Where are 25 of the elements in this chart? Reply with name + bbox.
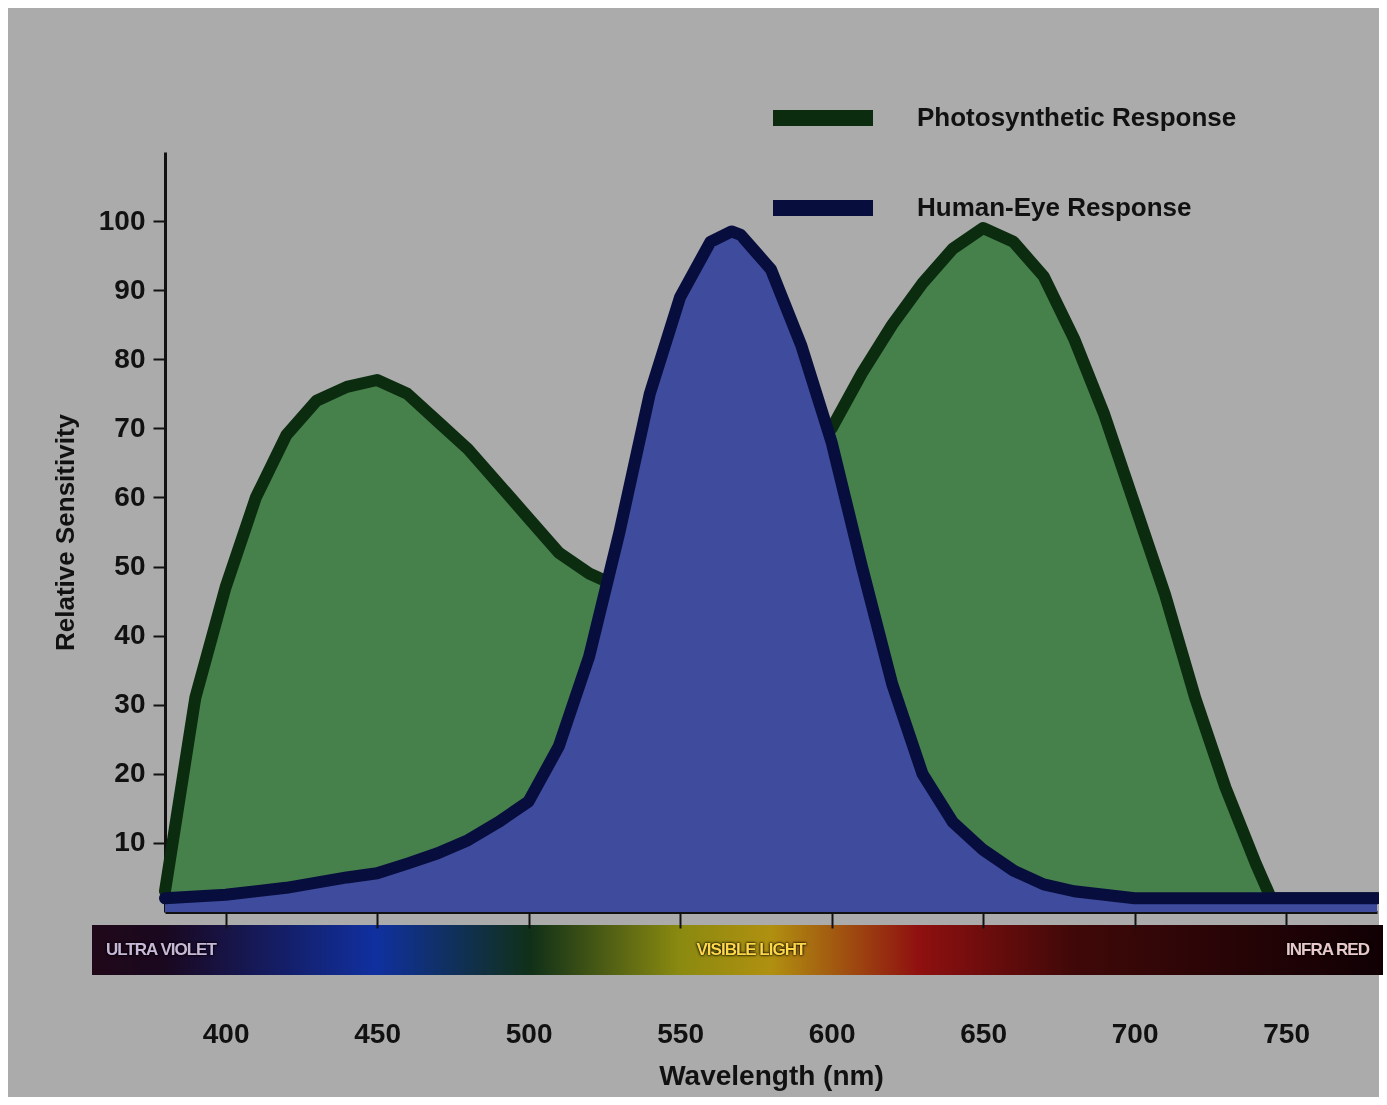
text: VISIBLE LIGHT xyxy=(695,940,807,960)
text: INFRA RED xyxy=(1285,940,1371,960)
legend-label: Human-Eye Response xyxy=(917,192,1192,222)
y-tick-label: 40 xyxy=(114,619,146,651)
x-axis-title: Wavelength (nm) xyxy=(659,1059,884,1091)
y-tick-label: 30 xyxy=(114,688,146,720)
x-tick-label: 650 xyxy=(960,1017,1007,1049)
x-tick-label: 600 xyxy=(808,1017,856,1049)
x-tick-label: 750 xyxy=(1263,1017,1310,1049)
text: ULTRA VIOLET xyxy=(105,940,218,960)
y-tick-label: 60 xyxy=(114,480,146,512)
x-tick-label: 450 xyxy=(354,1017,401,1049)
x-tick-label: 400 xyxy=(202,1017,250,1049)
y-axis-title: Relative Sensitivity xyxy=(49,413,80,651)
y-tick-label: 50 xyxy=(114,550,146,582)
legend-label: Photosynthetic Response xyxy=(917,102,1237,132)
x-tick-label: 500 xyxy=(505,1017,553,1049)
x-tick-label: 550 xyxy=(657,1017,704,1049)
y-tick-label: 80 xyxy=(114,342,146,374)
x-tick-label: 700 xyxy=(1111,1017,1159,1049)
y-tick-label: 10 xyxy=(114,826,146,858)
y-tick-label: 20 xyxy=(114,757,146,789)
y-tick-label: 100 xyxy=(98,204,146,236)
y-tick-label: 70 xyxy=(114,411,146,443)
y-tick-label: 90 xyxy=(114,273,146,305)
